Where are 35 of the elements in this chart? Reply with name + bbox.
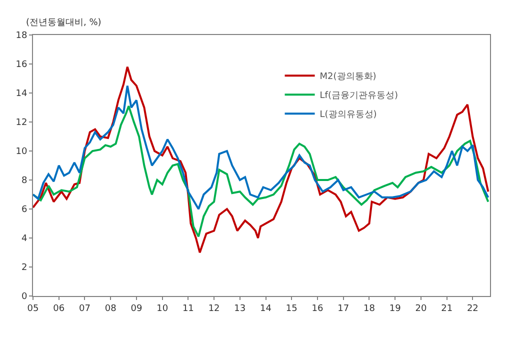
- x-tick-label: 22: [466, 304, 478, 314]
- y-tick-label: 10: [16, 147, 28, 158]
- x-tick-label: 06: [53, 304, 65, 314]
- x-tick-label: 21: [441, 304, 453, 314]
- x-tick-label: 05: [27, 304, 39, 314]
- x-tick-label: 19: [389, 304, 402, 314]
- y-tick-label: 6: [21, 205, 28, 216]
- x-tick-label: 14: [260, 304, 272, 314]
- x-tick-label: 15: [286, 304, 298, 314]
- y-axis-title: (전년동월대비, %): [26, 18, 102, 28]
- line-series: [33, 105, 490, 238]
- x-tick-label: 20: [415, 304, 427, 314]
- legend-label: L(광의유동성): [320, 110, 377, 120]
- y-tick-label: 16: [16, 60, 28, 70]
- x-tick-label: 09: [130, 304, 142, 314]
- y-tick-label: 12: [16, 118, 28, 128]
- y-tick-label: 4: [21, 234, 28, 244]
- y-tick-label: 8: [21, 176, 28, 186]
- x-tick-label: 17: [338, 304, 350, 314]
- x-tick-label: 07: [79, 304, 90, 314]
- x-tick-label: 11: [182, 304, 194, 314]
- x-tick-label: 10: [156, 304, 168, 314]
- x-tick-label: 12: [208, 304, 220, 314]
- y-tick-label: 18: [16, 31, 28, 42]
- x-tick-label: 18: [363, 304, 376, 314]
- x-tick-label: 16: [312, 304, 324, 314]
- legend-label: M2(광의통화): [320, 72, 376, 82]
- y-tick-label: 0: [21, 292, 28, 302]
- line-series: [33, 66, 490, 254]
- y-tick-label: 14: [16, 89, 28, 100]
- x-tick-label: 08: [104, 304, 117, 314]
- legend-label: Lf(금융기관유동성): [320, 91, 398, 102]
- line-series: [33, 84, 490, 210]
- x-tick-label: 13: [234, 304, 246, 314]
- y-tick-label: 2: [21, 263, 28, 274]
